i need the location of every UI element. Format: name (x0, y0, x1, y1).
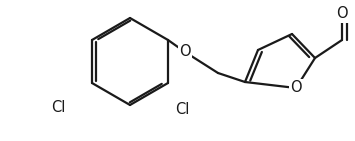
Text: O: O (336, 6, 348, 21)
Text: Cl: Cl (51, 101, 65, 115)
Text: Cl: Cl (175, 103, 189, 117)
Text: O: O (290, 81, 302, 95)
Text: O: O (179, 45, 191, 60)
